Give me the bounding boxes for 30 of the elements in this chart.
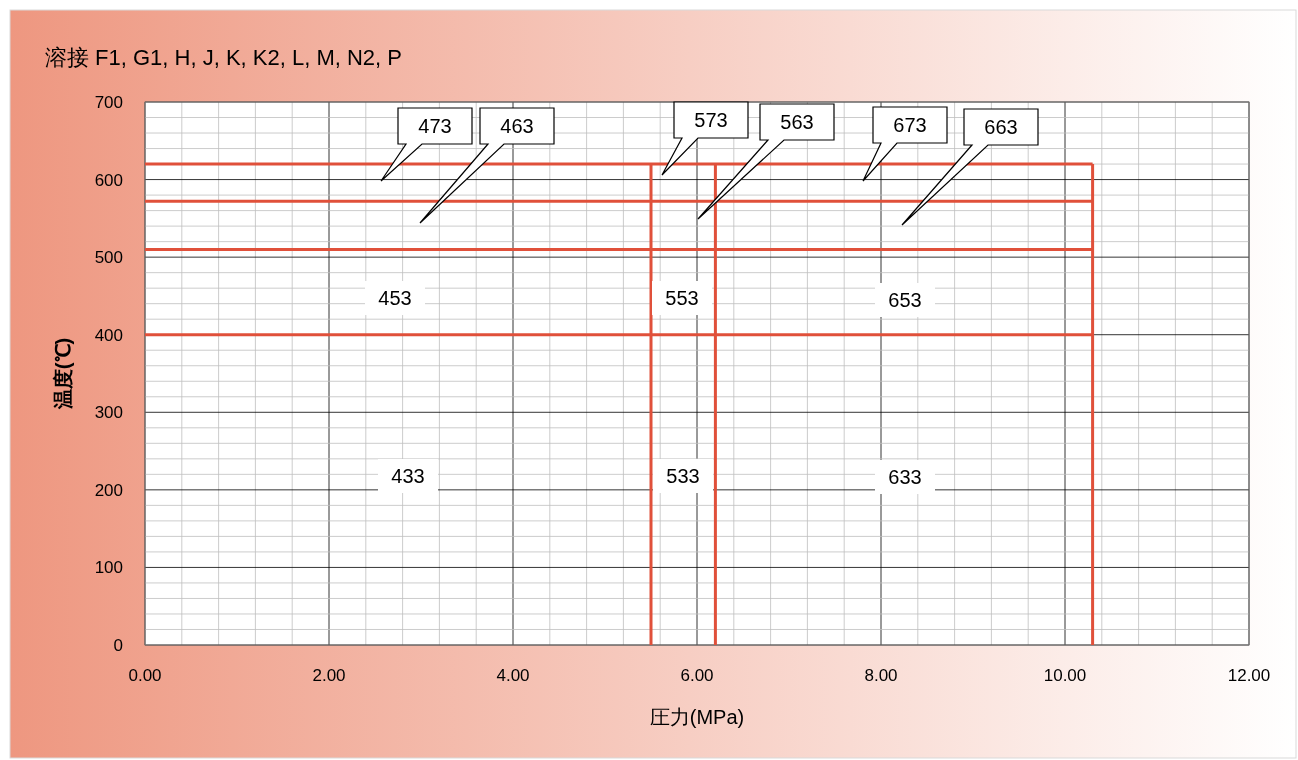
y-axis-title: 温度(℃): [52, 337, 74, 411]
annotation: 433: [391, 465, 425, 487]
x-tick-label: 12.00: [1227, 666, 1271, 685]
y-tick-label: 100: [94, 558, 123, 578]
annotation: 663: [984, 116, 1018, 138]
y-tick-label: 400: [94, 325, 123, 345]
annotation: 633: [888, 466, 922, 488]
x-tick-label: 4.00: [496, 666, 530, 685]
chart-title: 溶接 F1, G1, H, J, K, K2, L, M, N2, P: [45, 45, 402, 70]
annotation: 673: [893, 114, 927, 136]
annotation: 653: [888, 289, 922, 311]
annotation: 473: [418, 115, 452, 137]
y-tick-label: 700: [94, 93, 123, 112]
annotation: 463: [500, 115, 534, 137]
y-tick-label: 300: [94, 403, 123, 423]
x-tick-label: 2.00: [312, 666, 346, 685]
annotation: 533: [666, 465, 700, 487]
x-tick-label: 0.00: [128, 666, 162, 685]
x-tick-label: 10.00: [1043, 666, 1087, 685]
annotation: 573: [694, 109, 728, 131]
annotation: 553: [665, 287, 699, 309]
y-tick-label: 500: [94, 248, 123, 268]
y-tick-label: 200: [94, 480, 123, 500]
annotation: 453: [378, 287, 412, 309]
x-axis-title: 圧力(MPa): [649, 706, 745, 728]
x-tick-label: 6.00: [680, 666, 714, 685]
annotation: 563: [780, 111, 814, 133]
y-tick-label: 600: [94, 170, 123, 190]
x-tick-label: 8.00: [864, 666, 898, 685]
y-tick-label: 0: [113, 636, 123, 655]
